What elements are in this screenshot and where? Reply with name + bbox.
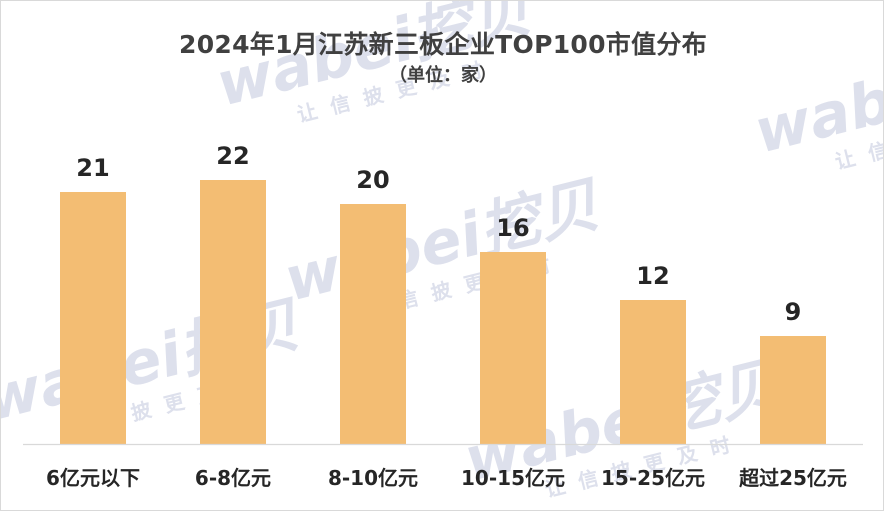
value-label: 9 — [785, 298, 802, 326]
chart-title: 2024年1月江苏新三板企业TOP100市值分布 — [179, 30, 707, 59]
category-label: 6-8亿元 — [195, 466, 271, 490]
bar — [200, 180, 266, 444]
bar — [480, 252, 546, 444]
category-label: 超过25亿元 — [738, 466, 847, 490]
category-label: 15-25亿元 — [601, 466, 705, 490]
bar — [60, 192, 126, 444]
bar — [760, 336, 826, 444]
value-label: 16 — [496, 214, 529, 242]
bar — [620, 300, 686, 444]
value-labels-group: 21 22 20 16 12 9 — [76, 142, 801, 326]
category-labels-group: 6亿元以下 6-8亿元 8-10亿元 10-15亿元 15-25亿元 超过25亿元 — [46, 466, 847, 490]
value-label: 12 — [636, 262, 669, 290]
value-label: 22 — [216, 142, 249, 170]
value-label: 21 — [76, 154, 109, 182]
category-label: 8-10亿元 — [328, 466, 418, 490]
chart-subtitle: （单位：家） — [389, 65, 497, 86]
bars-group — [60, 180, 826, 444]
value-label: 20 — [356, 166, 389, 194]
bar — [340, 204, 406, 444]
category-label: 10-15亿元 — [461, 466, 565, 490]
category-label: 6亿元以下 — [46, 466, 140, 490]
